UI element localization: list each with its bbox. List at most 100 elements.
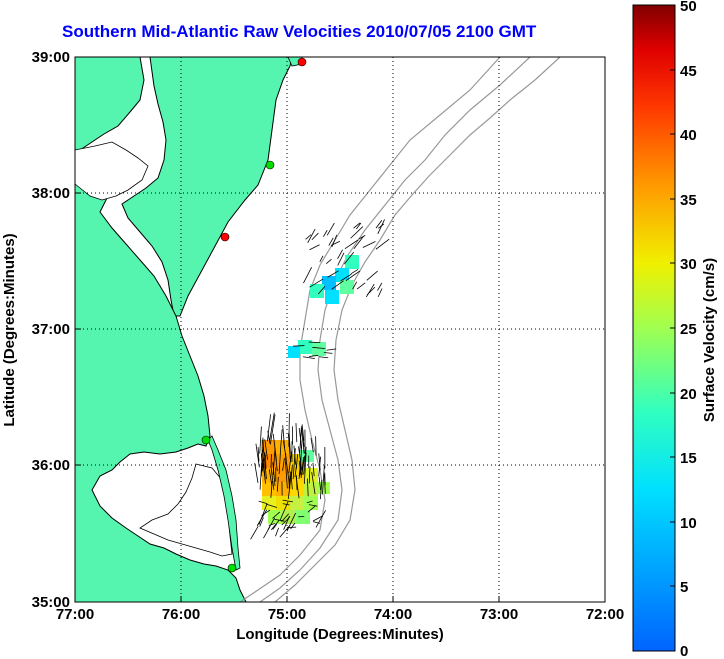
velocity-vector — [254, 462, 259, 483]
lat-tick-label: 35:00 — [32, 594, 70, 611]
land-delmarva — [121, 57, 293, 317]
velocity-vector — [377, 219, 385, 234]
colorbar-label: Surface Velocity (cm/s) — [701, 258, 718, 422]
velocity-vector — [290, 475, 293, 490]
velocity-vector — [274, 452, 278, 472]
velocity-vector — [345, 270, 361, 281]
velocity-vector — [302, 356, 315, 360]
velocity-vector — [270, 465, 275, 490]
x-axis-label: Longitude (Degrees:Minutes) — [236, 626, 444, 643]
velocity-vectors — [250, 219, 390, 540]
barrier-island — [207, 435, 241, 571]
velocity-vector — [312, 347, 326, 349]
velocity-vector — [266, 503, 278, 508]
station-marker — [227, 563, 237, 573]
velocity-vector — [286, 512, 296, 532]
velocity-vector — [279, 501, 289, 521]
lon-tick-label: 75:00 — [268, 606, 306, 623]
station-marker — [220, 232, 230, 242]
velocity-vector — [259, 462, 263, 490]
velocity-vector — [295, 423, 298, 443]
velocity-vector — [358, 235, 366, 240]
velocity-vector — [377, 282, 383, 291]
velocity-vector — [274, 518, 285, 522]
velocity-vector — [303, 267, 313, 284]
velocity-vector — [306, 478, 309, 497]
velocity-vector — [302, 428, 305, 441]
velocity-vector — [375, 238, 390, 250]
velocity-vector — [352, 281, 358, 290]
velocity-vector — [258, 500, 268, 505]
velocity-cells-north — [288, 255, 359, 358]
bathymetry-contours — [239, 57, 561, 602]
velocity-vector — [318, 476, 321, 491]
velocity-vector — [356, 282, 366, 290]
velocity-vector — [353, 236, 364, 249]
colorbar-tick-label: 45 — [680, 63, 697, 80]
lon-tick-label: 77:00 — [56, 606, 94, 623]
velocity-vector — [315, 436, 317, 456]
velocity-vector — [315, 510, 326, 528]
velocity-vector — [308, 504, 318, 507]
velocity-vector — [292, 345, 305, 347]
velocity-vector — [308, 341, 321, 344]
velocity-vector — [282, 425, 286, 448]
velocity-vector — [319, 356, 329, 359]
velocity-vector — [323, 474, 326, 494]
velocity-vector — [326, 348, 337, 351]
velocity-vector — [293, 445, 296, 465]
station-markers — [201, 57, 307, 573]
velocity-vector — [325, 258, 332, 265]
velocity-vector — [350, 226, 364, 239]
colorbar-tick-label: 20 — [680, 386, 697, 403]
velocity-vector — [282, 457, 285, 471]
velocity-vector — [309, 278, 324, 288]
lat-tick-label: 38:00 — [32, 185, 70, 202]
velocity-vector — [312, 521, 321, 524]
velocity-vector — [331, 234, 338, 248]
velocity-vector — [257, 447, 260, 462]
lat-tick-label: 37:00 — [32, 321, 70, 338]
lon-tick-label: 73:00 — [480, 606, 518, 623]
velocity-vector — [269, 412, 275, 441]
velocity-vector — [300, 456, 304, 479]
velocity-vector — [305, 234, 312, 240]
velocity-vector — [262, 437, 265, 453]
velocity-vector — [377, 288, 383, 298]
velocity-vector — [322, 465, 325, 495]
colorbar-tick-label: 25 — [680, 321, 697, 338]
velocity-vector — [375, 220, 383, 229]
lon-tick-label: 74:00 — [374, 606, 412, 623]
lat-tick-label: 39:00 — [32, 49, 70, 66]
velocity-vector — [337, 249, 343, 260]
velocity-vector — [298, 460, 302, 474]
colorbar-tick-label: 50 — [680, 0, 697, 15]
velocity-vector — [317, 286, 326, 295]
velocity-vector — [298, 446, 303, 475]
axis-tick-marks — [74, 56, 606, 603]
velocity-vector — [278, 442, 282, 475]
velocity-vector — [303, 452, 307, 484]
velocity-vector — [270, 519, 280, 531]
velocity-vector — [283, 515, 290, 530]
colorbar-tick-label: 35 — [680, 192, 697, 209]
velocity-vector — [344, 239, 359, 250]
velocity-vector — [311, 232, 319, 240]
velocity-vector — [312, 515, 324, 522]
velocity-vector — [255, 443, 260, 468]
velocity-vector — [344, 251, 355, 265]
velocity-vector — [264, 439, 268, 460]
colorbar-ticks — [670, 4, 675, 652]
velocity-vector — [299, 426, 302, 453]
velocity-vector — [275, 527, 279, 537]
velocity-vector — [331, 280, 344, 290]
velocity-vector — [269, 414, 276, 445]
map-title: Southern Mid-Atlantic Raw Velocities 201… — [62, 22, 537, 41]
velocity-vector — [268, 523, 275, 526]
velocity-vector — [301, 455, 306, 473]
velocity-vector — [309, 354, 319, 357]
velocity-vector — [288, 476, 291, 489]
velocity-vector — [318, 456, 321, 477]
velocity-vector — [287, 467, 293, 500]
velocity-vector — [276, 476, 279, 492]
